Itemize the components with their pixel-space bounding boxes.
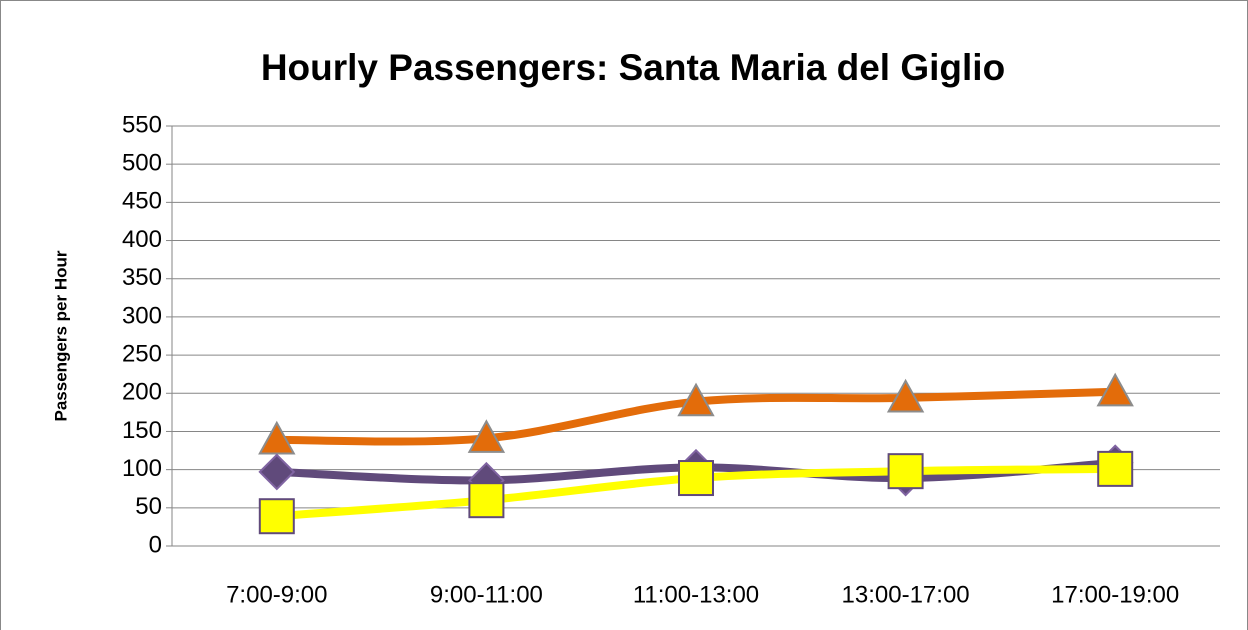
x-tick-label: 17:00-19:00 [1051, 581, 1179, 608]
x-tick-label: 9:00-11:00 [430, 581, 543, 608]
x-tick-label: 13:00-17:00 [842, 581, 970, 608]
y-axis-label: Passengers per Hour [51, 250, 70, 421]
y-tick-label: 300 [122, 302, 162, 329]
marker [258, 453, 296, 491]
marker [258, 498, 295, 535]
x-tick-label: 11:00-13:00 [633, 581, 759, 608]
marker [258, 420, 296, 455]
marker [1096, 372, 1134, 407]
marker [678, 460, 714, 497]
y-tick-label: 400 [122, 226, 162, 253]
y-tick-label: 200 [122, 379, 162, 406]
y-tick-label: 500 [122, 150, 162, 177]
chart-title: Hourly Passengers: Santa Maria del Gigli… [261, 47, 1005, 88]
y-tick-label: 50 [135, 493, 162, 520]
y-tick-label: 250 [122, 340, 162, 367]
y-tick-label: 0 [149, 531, 162, 558]
y-tick-label: 550 [122, 111, 162, 138]
y-tick-label: 350 [122, 264, 162, 291]
x-tick-label: 7:00-9:00 [226, 581, 327, 608]
y-tick-label: 450 [122, 188, 162, 215]
marker [887, 453, 924, 490]
marker [886, 378, 925, 413]
marker [1097, 450, 1134, 487]
y-tick-label: 100 [122, 455, 162, 482]
marker [468, 482, 505, 519]
marker [467, 419, 506, 453]
y-tick-label: 150 [122, 417, 162, 444]
marker [677, 382, 715, 417]
